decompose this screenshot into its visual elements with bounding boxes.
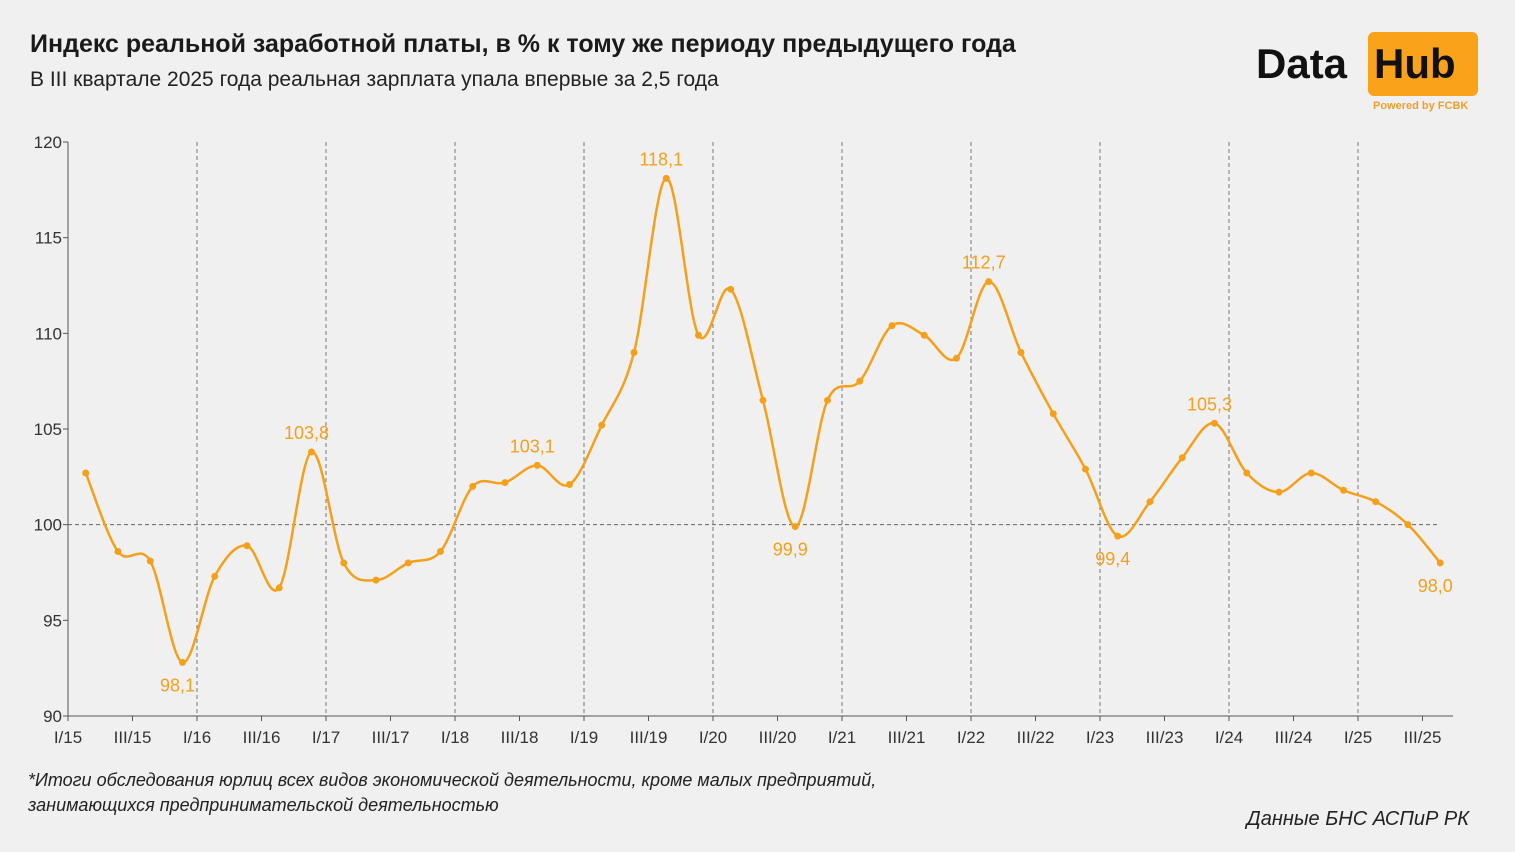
logo-tagline: Powered by FCBK <box>1373 100 1469 112</box>
y-tick-label: 120 <box>34 133 62 152</box>
y-tick-label: 115 <box>35 229 62 248</box>
x-tick-label: I/20 <box>699 728 727 747</box>
data-point-IV/15 <box>178 658 186 666</box>
data-point-III/16 <box>275 584 283 592</box>
x-tick-label: III/15 <box>114 728 152 747</box>
data-point-III/21 <box>920 331 928 339</box>
data-label-I/23: 99,4 <box>1095 549 1130 569</box>
x-tick-label: I/21 <box>828 728 856 747</box>
data-point-IV/23 <box>1210 419 1218 427</box>
data-point-III/24 <box>1307 469 1315 477</box>
data-point-I/22 <box>985 278 993 286</box>
x-tick-label: III/19 <box>630 728 668 747</box>
data-point-II/17 <box>372 576 380 584</box>
x-tick-label: I/22 <box>957 728 985 747</box>
data-point-II/16 <box>243 542 251 550</box>
data-point-III/19 <box>662 174 670 182</box>
data-point-III/20 <box>791 523 799 531</box>
y-tick-label: 90 <box>43 707 62 726</box>
x-tick-label: I/24 <box>1215 728 1243 747</box>
x-tick-label: III/21 <box>888 728 926 747</box>
data-point-IV/16 <box>307 448 315 456</box>
footnote-line-2: занимающихся предпринимательской деятель… <box>28 795 499 815</box>
x-tick-label: III/22 <box>1017 728 1055 747</box>
data-label-III/25: 98,0 <box>1418 576 1453 596</box>
data-label-III/20: 99,9 <box>773 540 808 560</box>
data-point-I/20 <box>727 285 735 293</box>
x-tick-label: III/17 <box>372 728 410 747</box>
data-point-IV/18 <box>565 480 573 488</box>
data-point-III/22 <box>1049 410 1057 418</box>
data-source: Данные БНС АСПиР РК <box>1246 808 1469 830</box>
footnote-line-1: *Итоги обследования юрлиц всех видов эко… <box>28 770 877 790</box>
data-point-III/17 <box>404 559 412 567</box>
y-tick-label: 110 <box>35 324 62 343</box>
data-point-I/17 <box>340 559 348 567</box>
x-tick-label: III/18 <box>501 728 539 747</box>
data-point-II/22 <box>1017 348 1025 356</box>
data-point-II/20 <box>759 396 767 404</box>
logo-text-data: Data <box>1256 40 1348 87</box>
data-point-III/15 <box>146 557 154 565</box>
data-point-II/24 <box>1275 488 1283 496</box>
y-tick-label: 95 <box>43 611 62 630</box>
data-point-I/25 <box>1372 498 1380 506</box>
data-point-I/23 <box>1114 532 1122 540</box>
data-label-III/19: 118,1 <box>639 149 683 169</box>
x-tick-label: III/20 <box>759 728 797 747</box>
data-label-IV/23: 105,3 <box>1187 394 1232 414</box>
data-point-IV/17 <box>436 547 444 555</box>
data-point-III/25 <box>1436 559 1444 567</box>
x-tick-label: III/23 <box>1146 728 1184 747</box>
data-point-II/21 <box>888 322 896 330</box>
data-point-I/21 <box>856 377 864 385</box>
x-tick-label: I/16 <box>183 728 211 747</box>
x-tick-label: III/24 <box>1275 728 1313 747</box>
x-tick-label: I/15 <box>54 728 82 747</box>
data-point-II/23 <box>1146 498 1154 506</box>
data-point-III/23 <box>1178 454 1186 462</box>
x-tick-label: I/18 <box>441 728 469 747</box>
data-point-I/18 <box>469 482 477 490</box>
x-tick-label: I/23 <box>1086 728 1114 747</box>
chart-subtitle: В III квартале 2025 года реальная зарпла… <box>30 68 719 91</box>
x-tick-label: I/25 <box>1344 728 1372 747</box>
data-label-III/18: 103,1 <box>510 436 555 456</box>
data-point-I/16 <box>211 572 219 580</box>
data-point-II/15 <box>114 547 122 555</box>
data-point-II/19 <box>630 348 638 356</box>
series-line <box>84 177 1442 664</box>
footnote: *Итоги обследования юрлиц всех видов эко… <box>28 768 876 818</box>
data-point-II/18 <box>501 479 509 487</box>
data-point-IV/21 <box>952 354 960 362</box>
data-point-IV/20 <box>823 396 831 404</box>
data-point-IV/22 <box>1081 465 1089 473</box>
data-label-IV/15: 98,1 <box>160 675 195 695</box>
y-tick-label: 105 <box>34 420 62 439</box>
data-point-II/25 <box>1404 521 1412 529</box>
chart-title: Индекс реальной заработной платы, в % к … <box>30 30 1016 58</box>
x-tick-label: III/16 <box>243 728 281 747</box>
data-point-I/24 <box>1243 469 1251 477</box>
x-tick-label: I/19 <box>570 728 598 747</box>
x-tick-label: I/17 <box>312 728 340 747</box>
x-tick-label: III/25 <box>1404 728 1442 747</box>
data-label-I/22: 112,7 <box>962 253 1006 273</box>
data-point-III/18 <box>533 461 541 469</box>
data-label-IV/16: 103,8 <box>284 423 329 443</box>
data-point-I/19 <box>598 421 606 429</box>
data-point-IV/19 <box>694 331 702 339</box>
datahub-logo: Data Hub Powered by FCBK <box>1256 32 1480 114</box>
data-point-IV/24 <box>1339 486 1347 494</box>
logo-text-hub: Hub <box>1374 40 1456 87</box>
logo-accent-box <box>1368 32 1478 96</box>
y-tick-label: 100 <box>34 516 62 535</box>
data-point-I/15 <box>82 469 90 477</box>
